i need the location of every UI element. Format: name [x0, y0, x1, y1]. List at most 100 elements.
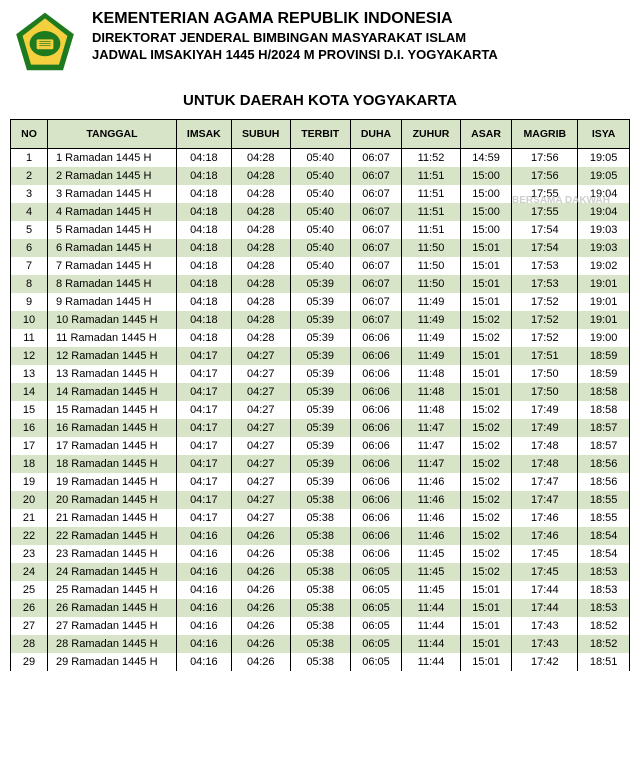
- cell: 11:52: [402, 149, 460, 168]
- cell: 19:03: [578, 239, 630, 257]
- cell: 17:49: [512, 401, 578, 419]
- cell: 11:46: [402, 491, 460, 509]
- cell: 15:01: [460, 257, 512, 275]
- title-directorate: DIREKTORAT JENDERAL BIMBINGAN MASYARAKAT…: [92, 30, 630, 45]
- cell: 04:16: [177, 653, 232, 671]
- table-row: 1212 Ramadan 1445 H04:1704:2705:3906:061…: [11, 347, 630, 365]
- cell: 11:51: [402, 203, 460, 221]
- cell: 17:56: [512, 149, 578, 168]
- cell: 15:02: [460, 527, 512, 545]
- cell: 04:17: [177, 419, 232, 437]
- cell: 26: [11, 599, 48, 617]
- cell: 05:38: [290, 545, 350, 563]
- table-row: 1313 Ramadan 1445 H04:1704:2705:3906:061…: [11, 365, 630, 383]
- document-header: KEMENTERIAN AGAMA REPUBLIK INDONESIA DIR…: [10, 10, 630, 80]
- cell: 19 Ramadan 1445 H: [48, 473, 177, 491]
- cell: 28: [11, 635, 48, 653]
- cell: 11:48: [402, 365, 460, 383]
- cell: 17:44: [512, 599, 578, 617]
- cell: 23 Ramadan 1445 H: [48, 545, 177, 563]
- cell: 05:38: [290, 599, 350, 617]
- cell: 05:39: [290, 293, 350, 311]
- cell: 06:06: [350, 383, 402, 401]
- cell: 04:26: [231, 563, 290, 581]
- cell: 17:52: [512, 293, 578, 311]
- cell: 15:01: [460, 347, 512, 365]
- cell: 18 Ramadan 1445 H: [48, 455, 177, 473]
- cell: 04:16: [177, 599, 232, 617]
- cell: 19:01: [578, 275, 630, 293]
- col-header-zuhur: ZUHUR: [402, 120, 460, 149]
- cell: 04:27: [231, 455, 290, 473]
- cell: 04:16: [177, 617, 232, 635]
- cell: 06:06: [350, 473, 402, 491]
- cell: 5: [11, 221, 48, 239]
- col-header-asar: ASAR: [460, 120, 512, 149]
- cell: 17:50: [512, 383, 578, 401]
- cell: 19:05: [578, 167, 630, 185]
- table-row: 1010 Ramadan 1445 H04:1804:2805:3906:071…: [11, 311, 630, 329]
- cell: 27: [11, 617, 48, 635]
- table-row: 2222 Ramadan 1445 H04:1604:2605:3806:061…: [11, 527, 630, 545]
- cell: 3: [11, 185, 48, 203]
- cell: 06:07: [350, 311, 402, 329]
- cell: 19:05: [578, 149, 630, 168]
- cell: 05:38: [290, 563, 350, 581]
- cell: 06:07: [350, 149, 402, 168]
- cell: 11:51: [402, 185, 460, 203]
- cell: 11:49: [402, 293, 460, 311]
- cell: 11:45: [402, 563, 460, 581]
- cell: 05:39: [290, 401, 350, 419]
- cell: 18:51: [578, 653, 630, 671]
- cell: 17:52: [512, 329, 578, 347]
- cell: 04:16: [177, 581, 232, 599]
- cell: 17:43: [512, 635, 578, 653]
- cell: 04:26: [231, 617, 290, 635]
- cell: 06:06: [350, 329, 402, 347]
- col-header-tanggal: TANGGAL: [48, 120, 177, 149]
- cell: 06:07: [350, 203, 402, 221]
- table-row: 1717 Ramadan 1445 H04:1704:2705:3906:061…: [11, 437, 630, 455]
- cell: 11:49: [402, 347, 460, 365]
- cell: 24 Ramadan 1445 H: [48, 563, 177, 581]
- table-header: NOTANGGALIMSAKSUBUHTERBITDUHAZUHURASARMA…: [11, 120, 630, 149]
- table-row: 2727 Ramadan 1445 H04:1604:2605:3806:051…: [11, 617, 630, 635]
- col-header-magrib: MAGRIB: [512, 120, 578, 149]
- cell: 4: [11, 203, 48, 221]
- cell: 04:27: [231, 401, 290, 419]
- cell: 11:44: [402, 653, 460, 671]
- cell: 15:02: [460, 455, 512, 473]
- cell: 8 Ramadan 1445 H: [48, 275, 177, 293]
- col-header-terbit: TERBIT: [290, 120, 350, 149]
- col-header-no: NO: [11, 120, 48, 149]
- document-wrapper: KEMENTERIAN AGAMA REPUBLIK INDONESIA DIR…: [10, 10, 630, 671]
- cell: 17:46: [512, 527, 578, 545]
- header-text-block: KEMENTERIAN AGAMA REPUBLIK INDONESIA DIR…: [92, 10, 630, 64]
- cell: 2 Ramadan 1445 H: [48, 167, 177, 185]
- cell: 05:40: [290, 185, 350, 203]
- table-row: 2020 Ramadan 1445 H04:1704:2705:3806:061…: [11, 491, 630, 509]
- cell: 14: [11, 383, 48, 401]
- cell: 06:06: [350, 545, 402, 563]
- cell: 06:05: [350, 635, 402, 653]
- cell: 17:42: [512, 653, 578, 671]
- title-main: KEMENTERIAN AGAMA REPUBLIK INDONESIA: [92, 10, 630, 28]
- cell: 18:53: [578, 563, 630, 581]
- kemenag-logo: [10, 10, 80, 80]
- cell: 04:18: [177, 149, 232, 168]
- cell: 06:05: [350, 563, 402, 581]
- cell: 05:39: [290, 347, 350, 365]
- cell: 25: [11, 581, 48, 599]
- cell: 1 Ramadan 1445 H: [48, 149, 177, 168]
- cell: 11 Ramadan 1445 H: [48, 329, 177, 347]
- cell: 4 Ramadan 1445 H: [48, 203, 177, 221]
- cell: 18:56: [578, 473, 630, 491]
- cell: 06:07: [350, 293, 402, 311]
- table-row: 1414 Ramadan 1445 H04:1704:2705:3906:061…: [11, 383, 630, 401]
- col-header-isya: ISYA: [578, 120, 630, 149]
- cell: 06:05: [350, 653, 402, 671]
- table-row: 99 Ramadan 1445 H04:1804:2805:3906:0711:…: [11, 293, 630, 311]
- cell: 15:01: [460, 293, 512, 311]
- cell: 13 Ramadan 1445 H: [48, 365, 177, 383]
- cell: 04:18: [177, 185, 232, 203]
